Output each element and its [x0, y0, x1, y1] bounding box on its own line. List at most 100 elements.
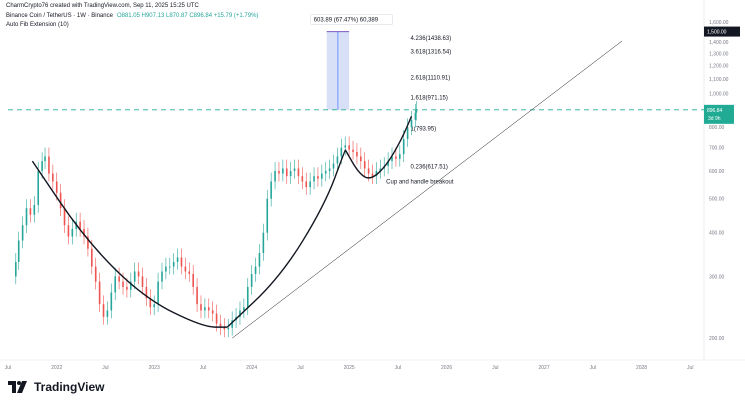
- chart-attribution: CharmCrypto76 created with TradingView.c…: [6, 3, 199, 9]
- candle-body: [149, 298, 152, 308]
- candle-body: [161, 271, 163, 282]
- x-tick-label: Jul: [492, 365, 498, 371]
- candle-body: [215, 313, 218, 324]
- candle-body: [219, 323, 222, 328]
- candle-body: [297, 168, 300, 177]
- candle-body: [313, 176, 315, 182]
- x-tick-label: Jul: [200, 365, 206, 371]
- target-price-label: 1,500.00: [707, 30, 727, 36]
- candle-body: [110, 292, 113, 311]
- candle-body: [98, 281, 101, 305]
- candle-body: [387, 161, 389, 166]
- candle-body: [324, 170, 327, 174]
- candle-body: [332, 163, 335, 169]
- candle-body: [282, 168, 284, 174]
- candle-body: [130, 281, 132, 290]
- x-tick-label: Jul: [297, 365, 303, 371]
- candle-body: [192, 273, 194, 287]
- fib-level-label: 1(793.95): [411, 126, 437, 132]
- candle-body: [239, 310, 241, 317]
- candle-body: [367, 168, 370, 174]
- candle-body: [262, 232, 265, 253]
- candle-body: [79, 221, 81, 229]
- x-tick-label: Jul: [590, 365, 596, 371]
- handle-curve: [344, 115, 413, 179]
- x-tick-label: Jul: [102, 365, 108, 371]
- candle-body: [145, 286, 148, 299]
- candle-body: [395, 156, 397, 159]
- candle-body: [399, 154, 401, 159]
- candle-body: [317, 176, 319, 179]
- y-tick-label: 1,100.00: [709, 77, 729, 83]
- candle-body: [246, 286, 249, 308]
- candle-body: [391, 156, 393, 162]
- symbol-legend: Binance Coin / TetherUS · 1W · Binance O8…: [6, 13, 258, 19]
- candle-body: [270, 181, 272, 199]
- candle-body: [180, 257, 183, 267]
- candle-body: [21, 225, 24, 241]
- tradingview-logo[interactable]: TradingView: [8, 380, 104, 394]
- candle-body: [153, 304, 156, 308]
- candle-body: [231, 320, 233, 328]
- candle-body: [375, 170, 378, 177]
- fib-level-label: 2.618(1110.91): [411, 75, 451, 81]
- candle-body: [352, 149, 354, 152]
- candle-body: [406, 127, 409, 140]
- fib-level-label: 4.236(1438.63): [411, 36, 452, 42]
- candle-body: [415, 109, 418, 113]
- candle-body: [207, 307, 210, 311]
- y-tick-label: 800.00: [709, 125, 725, 131]
- candle-body: [348, 145, 350, 150]
- candle-body: [340, 147, 343, 157]
- cup-curve-1: [31, 160, 228, 328]
- candle-body: [33, 204, 36, 215]
- y-tick-label: 600.00: [709, 169, 725, 175]
- candle-body: [133, 271, 136, 282]
- y-tick-label: 1,200.00: [709, 64, 729, 70]
- candle-body: [83, 228, 85, 237]
- tradingview-logo-icon: [8, 381, 27, 393]
- candle-body: [285, 168, 288, 177]
- candle-body: [59, 192, 62, 209]
- candle-body: [328, 168, 331, 171]
- candle-body: [37, 170, 40, 205]
- candle-body: [106, 310, 109, 317]
- y-tick-label: 300.00: [709, 274, 725, 280]
- candle-body: [52, 173, 54, 182]
- x-tick-label: 2022: [51, 365, 62, 371]
- ohlc-values: O881.05 H907.13 L870.87 C896.84 +15.79 (…: [116, 13, 259, 19]
- y-tick-label: 1,400.00: [709, 40, 729, 46]
- candle-body: [371, 173, 374, 177]
- candle-body: [48, 156, 50, 174]
- candle-body: [55, 181, 58, 193]
- candle-body: [188, 271, 191, 274]
- candle-body: [67, 225, 70, 237]
- indicator-legend[interactable]: Auto Fib Extension (10): [6, 22, 69, 28]
- x-tick-label: 2023: [149, 365, 160, 371]
- candle-body: [356, 151, 358, 157]
- candle-body: [157, 281, 159, 305]
- fib-level-label: 1.618(971.15): [411, 96, 448, 102]
- x-tick-label: 2026: [441, 365, 452, 371]
- candle-body: [122, 281, 124, 287]
- candle-body: [91, 248, 93, 267]
- candle-body: [360, 156, 362, 162]
- candle-body: [289, 170, 292, 177]
- tradingview-brand: TradingView: [34, 380, 105, 394]
- current-price-badge: [704, 104, 734, 124]
- candle-body: [410, 119, 413, 128]
- y-tick-label: 200.00: [709, 336, 725, 342]
- candle-body: [200, 304, 202, 311]
- candle-body: [87, 236, 89, 249]
- y-tick-label: 700.00: [709, 146, 725, 152]
- candle-body: [102, 304, 105, 317]
- candle-body: [14, 261, 17, 277]
- candle-body: [344, 145, 347, 148]
- candle-body: [114, 276, 117, 293]
- candle-body: [321, 173, 323, 179]
- x-tick-label: 2027: [538, 365, 549, 371]
- candle-body: [25, 208, 28, 226]
- candle-body: [278, 170, 280, 174]
- cup-handle-annotation: Cup and handle breakout: [386, 179, 454, 185]
